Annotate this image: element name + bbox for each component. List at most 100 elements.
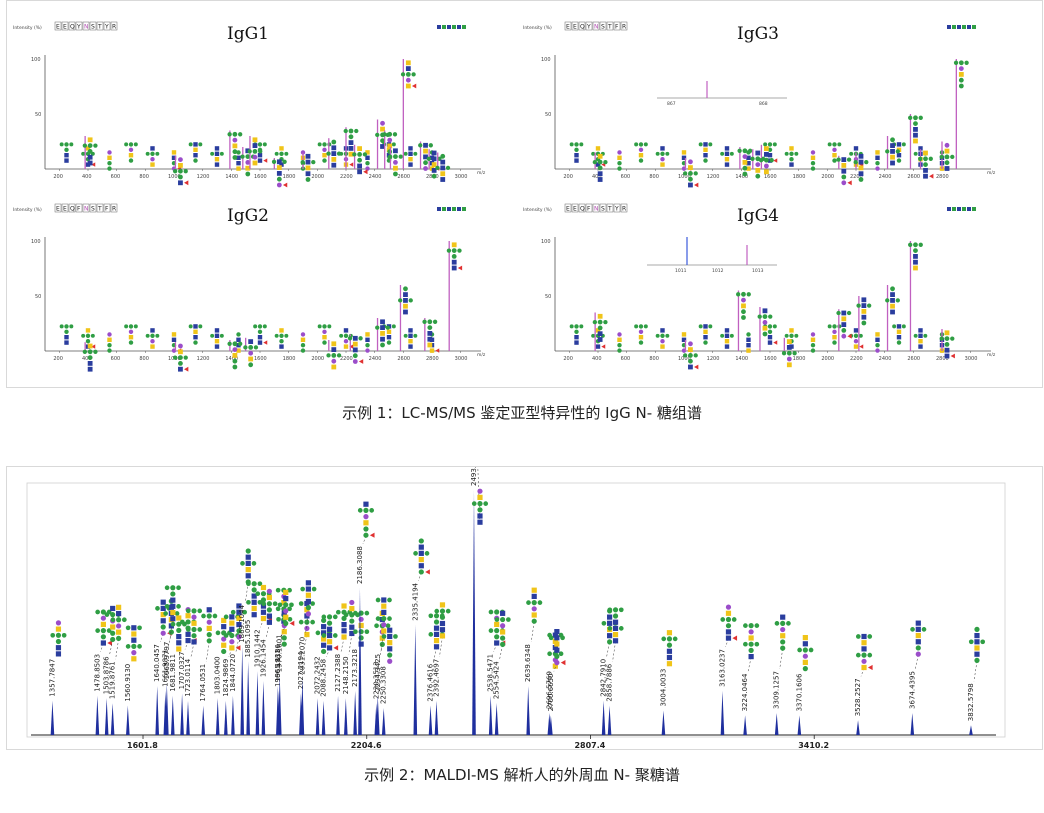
glycan-square bbox=[170, 616, 176, 622]
glycan-icon bbox=[422, 319, 438, 348]
glycan-circle bbox=[780, 620, 786, 626]
glycan-square bbox=[767, 153, 773, 158]
fucose-triangle bbox=[333, 645, 339, 651]
glycan-circle bbox=[928, 156, 933, 161]
glycan-icon bbox=[908, 115, 923, 144]
glycan-icon bbox=[271, 159, 288, 188]
glycan-square bbox=[408, 151, 413, 156]
glycan-circle bbox=[772, 142, 777, 147]
glycan-circle bbox=[188, 324, 193, 329]
glycan-square bbox=[440, 165, 446, 171]
peak-mass-label: 2392.4697 bbox=[432, 659, 440, 697]
glycan-square bbox=[331, 347, 337, 352]
sequence-residue: T bbox=[607, 24, 612, 31]
glycan-circle bbox=[55, 638, 62, 645]
glycan-circle bbox=[93, 143, 98, 148]
glycan-icon bbox=[398, 286, 413, 315]
glycan-circle bbox=[257, 324, 263, 329]
glycan-circle bbox=[245, 548, 251, 554]
glycan-square bbox=[764, 169, 769, 175]
glycan-circle bbox=[317, 324, 322, 329]
glycan-circle bbox=[764, 157, 769, 163]
sequence-residue: T bbox=[607, 206, 612, 213]
x-tick-label: 1600 bbox=[764, 174, 777, 180]
glycan-icon bbox=[526, 587, 543, 624]
glycan-circle bbox=[890, 137, 895, 143]
glycan-circle bbox=[236, 150, 241, 155]
glycan-circle bbox=[918, 242, 923, 247]
peak-bar bbox=[472, 490, 476, 735]
glycan-square bbox=[193, 329, 198, 334]
peak-bar bbox=[186, 700, 190, 735]
glycan-square bbox=[214, 162, 220, 167]
glycan-circle bbox=[252, 154, 258, 160]
glycan-square bbox=[896, 335, 902, 340]
sequence-residue: Y bbox=[614, 206, 619, 213]
glycan-circle bbox=[362, 152, 368, 157]
glycan-circle bbox=[363, 532, 369, 538]
glycan-square bbox=[923, 168, 928, 173]
glycan-square bbox=[597, 337, 603, 342]
fucose-triangle bbox=[235, 645, 241, 651]
glycan-icon bbox=[853, 153, 869, 182]
glycan-circle bbox=[748, 629, 754, 635]
fucose-triangle bbox=[847, 180, 852, 186]
x-tick-label: 800 bbox=[649, 356, 659, 362]
sequence-residue: S bbox=[91, 24, 95, 31]
glycan-circle bbox=[339, 333, 344, 338]
glycan-square bbox=[380, 319, 385, 325]
glycan-circle bbox=[332, 633, 338, 638]
glycan-square bbox=[365, 332, 370, 337]
glycan-square bbox=[257, 153, 263, 158]
glycan-circle bbox=[287, 606, 292, 612]
glycan-circle bbox=[913, 333, 918, 338]
glycan-circle bbox=[206, 619, 212, 625]
sequence-residue: Y bbox=[76, 24, 81, 31]
glycan-circle bbox=[335, 609, 341, 615]
glycan-square bbox=[500, 629, 506, 635]
glycan-circle bbox=[742, 165, 748, 171]
glycan-circle bbox=[64, 329, 69, 334]
glycan-circle bbox=[198, 324, 203, 329]
glycan-square bbox=[915, 626, 921, 632]
x-unit-label: m/z bbox=[477, 352, 486, 358]
peak-mass-label: 1723.0114 bbox=[184, 658, 192, 696]
glycan-icon bbox=[810, 150, 816, 171]
glycan-circle bbox=[155, 333, 160, 338]
sequence-residue-box bbox=[571, 203, 579, 213]
glycan-circle bbox=[131, 650, 137, 656]
glycan-square bbox=[890, 298, 895, 303]
legend-glycan-symbol bbox=[447, 207, 451, 211]
glycan-circle bbox=[655, 151, 660, 156]
annotation-leader bbox=[530, 621, 535, 643]
glycan-circle bbox=[82, 349, 88, 354]
glycan-square bbox=[451, 265, 457, 271]
legend-glycan-symbol bbox=[442, 25, 446, 29]
glycan-square bbox=[595, 162, 601, 167]
peak-bar bbox=[300, 678, 305, 735]
sequence-residue: E bbox=[63, 24, 67, 31]
glycan-circle bbox=[178, 361, 183, 366]
glycan-square bbox=[841, 316, 847, 322]
glycan-circle bbox=[257, 329, 263, 334]
x-tick-label: 1600 bbox=[254, 356, 267, 362]
glycan-circle bbox=[174, 611, 180, 616]
glycan-square bbox=[418, 556, 424, 563]
glycan-circle bbox=[832, 158, 837, 163]
glycan-circle bbox=[253, 324, 258, 329]
fucose-triangle bbox=[694, 364, 699, 370]
glycan-circle bbox=[569, 142, 574, 147]
glycan-square bbox=[64, 340, 69, 345]
fucose-triangle bbox=[349, 344, 354, 349]
glycan-circle bbox=[612, 607, 619, 613]
glycan-circle bbox=[227, 341, 232, 346]
glycan-square bbox=[595, 344, 601, 349]
glycan-circle bbox=[422, 319, 427, 324]
glycan-circle bbox=[327, 324, 332, 329]
glycan-square bbox=[724, 333, 730, 338]
glycan-circle bbox=[867, 634, 873, 639]
sequence-residue: N bbox=[84, 206, 89, 213]
glycan-square bbox=[348, 151, 354, 157]
glycan-circle bbox=[357, 157, 362, 163]
